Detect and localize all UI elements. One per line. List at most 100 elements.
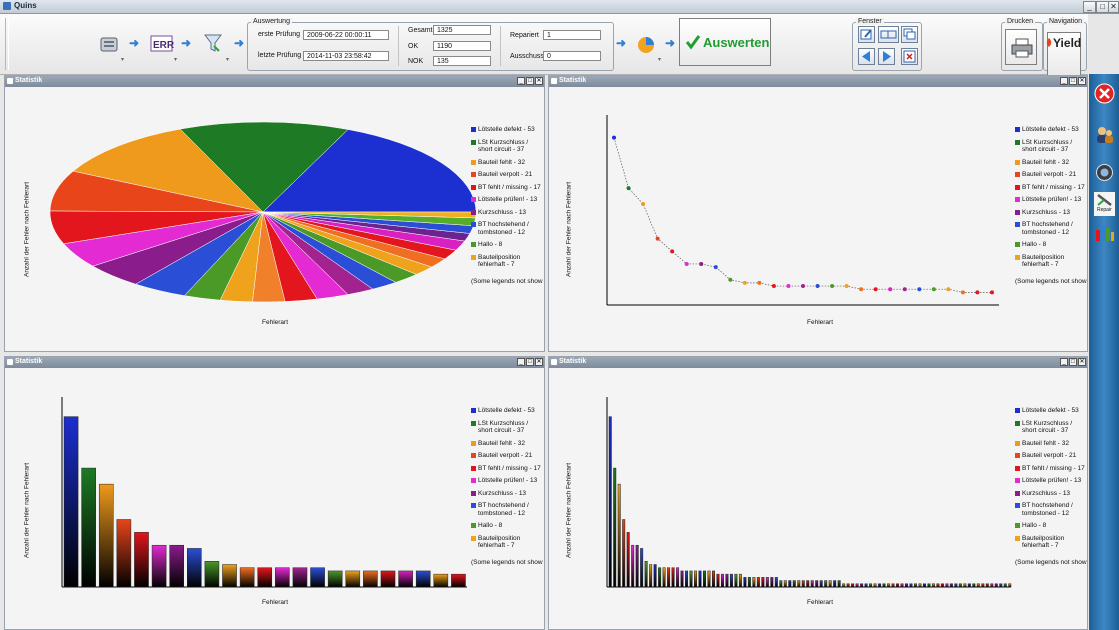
bar xyxy=(967,583,971,588)
chart-type-dropdown-icon[interactable]: ▾ xyxy=(658,57,662,63)
bar xyxy=(134,532,149,588)
camera-icon[interactable] xyxy=(1094,162,1115,183)
panel-minimize-button[interactable]: _ xyxy=(517,77,525,85)
repariert-field[interactable]: 1 xyxy=(543,30,601,40)
bar xyxy=(913,583,917,588)
pie-slice xyxy=(262,211,477,219)
divider xyxy=(398,26,399,66)
edit-window-icon[interactable] xyxy=(858,26,875,43)
chart-legend: Lötstelle defekt - 53 LSt Kurzschluss / s… xyxy=(471,407,543,566)
last-test-label: letzte Prüfung xyxy=(258,52,302,59)
panel-close-button[interactable]: ✕ xyxy=(535,77,543,85)
bar xyxy=(658,567,662,588)
chart-legend: Lötstelle defekt - 53 LSt Kurzschluss / s… xyxy=(1015,126,1087,285)
legend-item: Bauteilposition fehlerhaft - 7 xyxy=(1015,535,1087,550)
gesamt-field[interactable]: 1325 xyxy=(433,25,491,35)
first-test-field[interactable]: 2009-06-22 00:00:11 xyxy=(303,30,389,40)
first-test-label: erste Prüfung xyxy=(258,31,301,38)
data-point xyxy=(655,236,660,241)
legend-item: BT fehlt / missing - 17 xyxy=(471,184,543,192)
cascade-windows-icon[interactable] xyxy=(901,26,918,43)
ausschuss-field[interactable]: 0 xyxy=(543,51,601,61)
toolbar-grip[interactable] xyxy=(5,18,9,70)
bar xyxy=(801,580,805,588)
auswerten-button[interactable]: Auswerten xyxy=(679,18,771,66)
panel-maximize-button[interactable]: □ xyxy=(526,358,534,366)
bar xyxy=(783,580,787,588)
panel-title-bar: Statistik _ □ ✕ xyxy=(549,357,1087,368)
users-icon[interactable] xyxy=(1094,124,1115,145)
filter-dropdown-icon[interactable]: ▾ xyxy=(226,57,230,63)
legend-label: Kurzschluss - 13 xyxy=(1022,489,1071,497)
legend-label: Hallo - 8 xyxy=(478,522,503,529)
bar xyxy=(711,570,715,588)
legend-item: Bauteilposition fehlerhaft - 7 xyxy=(471,535,543,550)
legend-swatch xyxy=(1015,197,1020,202)
window-title-bar: Quins _ □ ✕ xyxy=(0,0,1119,14)
bar xyxy=(761,577,765,588)
bar xyxy=(116,519,132,588)
minimize-button[interactable]: _ xyxy=(1083,1,1096,13)
last-test-field[interactable]: 2014-11-03 23:58:42 xyxy=(303,51,389,61)
statistics-icon[interactable] xyxy=(1094,222,1115,243)
legend-label: BT fehlt / missing - 17 xyxy=(478,464,541,472)
repair-button[interactable]: Repair xyxy=(1094,192,1115,216)
close-window-button[interactable]: ✕ xyxy=(1108,1,1119,13)
bar xyxy=(640,548,644,588)
error-list-icon[interactable]: ERR xyxy=(150,33,175,55)
database-dropdown-icon[interactable]: ▾ xyxy=(121,57,125,63)
nok-field[interactable]: 135 xyxy=(433,56,491,66)
panel-minimize-button[interactable]: _ xyxy=(1060,77,1068,85)
filter-icon[interactable] xyxy=(202,32,224,54)
data-point xyxy=(786,284,791,289)
legend-swatch xyxy=(471,440,476,446)
next-window-icon[interactable] xyxy=(878,48,895,65)
error-dropdown-icon[interactable]: ▾ xyxy=(174,57,178,63)
bar xyxy=(653,564,657,588)
panel-title: Statistik xyxy=(559,358,587,365)
pie-chart-icon[interactable] xyxy=(635,33,657,55)
legend-swatch xyxy=(471,184,476,190)
previous-window-icon[interactable] xyxy=(858,48,875,65)
bar xyxy=(415,570,431,588)
legend-note: (Some legends not show xyxy=(1015,277,1087,285)
panel-maximize-button[interactable]: □ xyxy=(1069,77,1077,85)
legend-item: Lötstelle prüfen! - 13 xyxy=(471,196,543,204)
exit-icon[interactable] xyxy=(1094,83,1115,104)
bar xyxy=(63,416,79,588)
bar xyxy=(398,570,413,588)
legend-item: Hallo - 8 xyxy=(1015,241,1087,249)
panel-maximize-button[interactable]: □ xyxy=(526,77,534,85)
legend-swatch xyxy=(1015,453,1020,458)
legend-item: Lötstelle defekt - 53 xyxy=(471,407,543,415)
bar xyxy=(851,583,855,588)
right-sidebar: Repair xyxy=(1089,74,1119,630)
data-point xyxy=(931,287,936,292)
panel-maximize-button[interactable]: □ xyxy=(1069,358,1077,366)
panel-minimize-button[interactable]: _ xyxy=(517,358,525,366)
ok-field[interactable]: 1190 xyxy=(433,41,491,51)
panel-close-button[interactable]: ✕ xyxy=(1078,77,1086,85)
x-axis-label: Fehlerart xyxy=(262,319,289,326)
print-button[interactable] xyxy=(1005,29,1037,65)
legend-swatch xyxy=(471,209,476,215)
legend-label: Bauteil verpolt - 21 xyxy=(478,452,533,459)
panel-minimize-button[interactable]: _ xyxy=(1060,358,1068,366)
database-icon[interactable] xyxy=(98,33,120,55)
panel-close-button[interactable]: ✕ xyxy=(535,358,543,366)
bar xyxy=(743,577,747,588)
series-line xyxy=(613,137,992,293)
legend-label: Bauteilposition fehlerhaft - 7 xyxy=(478,534,521,550)
legend-swatch xyxy=(471,503,476,508)
panel-close-button[interactable]: ✕ xyxy=(1078,358,1086,366)
close-all-windows-icon[interactable] xyxy=(901,48,918,65)
legend-label: LSt Kurzschluss / short circuit - 37 xyxy=(1022,138,1073,154)
legend-item: BT fehlt / missing - 17 xyxy=(471,465,543,473)
yield-button-face[interactable]: Yield xyxy=(1046,32,1081,56)
bar xyxy=(788,580,792,588)
legend-item: Bauteil fehlt - 32 xyxy=(471,159,543,167)
tile-horizontal-icon[interactable] xyxy=(878,26,899,43)
legend-item: LSt Kurzschluss / short circuit - 37 xyxy=(1015,139,1087,154)
legend-label: Bauteilposition fehlerhaft - 7 xyxy=(1022,253,1065,269)
bar xyxy=(433,573,449,588)
